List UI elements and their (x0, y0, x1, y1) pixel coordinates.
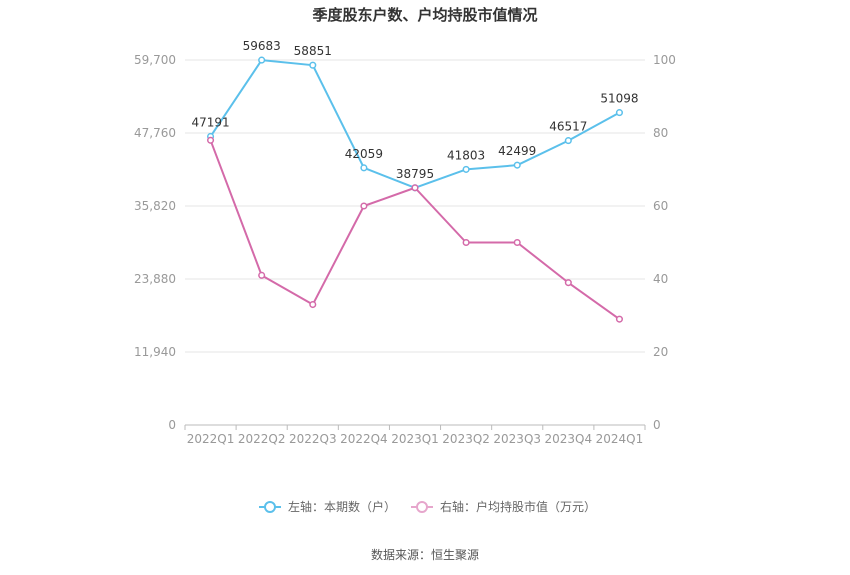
data-point-market-value (258, 271, 266, 279)
data-point-market-value (564, 279, 572, 287)
left-axis-tick-label: 35,820 (134, 199, 176, 213)
data-point-market-value (462, 238, 470, 247)
data-point-holders (615, 109, 623, 117)
data-label: 46517 (549, 120, 587, 134)
data-point-market-value (615, 315, 623, 323)
x-axis-tick-label: 2023Q4 (545, 432, 593, 446)
data-label: 51098 (600, 92, 638, 106)
data-point-market-value (360, 202, 368, 210)
x-axis-tick-label: 2023Q2 (442, 432, 490, 446)
legend-item-right[interactable]: 右轴：户均持股市值（万元） (410, 498, 596, 515)
data-point-holders (564, 137, 572, 145)
data-label: 47191 (191, 115, 229, 129)
right-axis-tick-label: 0 (653, 418, 661, 432)
legend-item-left[interactable]: 左轴：本期数（户） (258, 498, 396, 515)
data-point-holders (258, 56, 266, 64)
x-axis-tick-label: 2022Q2 (238, 432, 286, 446)
data-point-holders (462, 165, 470, 173)
left-axis-tick-label: 59,700 (134, 53, 176, 67)
x-axis-tick-label: 2024Q1 (596, 432, 644, 446)
data-label: 58851 (294, 44, 332, 58)
right-axis-tick-label: 80 (653, 126, 668, 140)
data-point-holders (309, 61, 317, 69)
data-point-holders (513, 161, 521, 169)
right-axis-tick-label: 100 (653, 53, 676, 67)
data-label: 59683 (243, 39, 281, 53)
x-axis-tick-label: 2023Q1 (391, 432, 439, 446)
legend-label-left: 左轴：本期数（户） (288, 500, 397, 514)
legend-label-right: 右轴：户均持股市值（万元） (440, 500, 597, 514)
x-axis-tick-label: 2023Q3 (493, 432, 541, 446)
right-axis-tick-label: 40 (653, 272, 668, 286)
data-point-market-value (411, 184, 419, 192)
data-point-market-value (309, 301, 317, 309)
data-label: 42059 (345, 147, 383, 161)
data-point-market-value (207, 136, 215, 144)
left-axis-tick-label: 47,760 (134, 126, 176, 140)
x-axis-tick-label: 2022Q1 (187, 432, 235, 446)
source-note: 数据来源：恒生聚源 (370, 548, 479, 562)
right-axis-tick-label: 20 (653, 345, 668, 359)
data-label: 42499 (498, 144, 536, 158)
data-label: 41803 (447, 148, 485, 162)
chart-title: 季度股东户数、户均持股市值情况 (312, 6, 538, 24)
left-axis-tick-label: 0 (168, 418, 176, 432)
data-point-market-value (513, 238, 521, 247)
data-point-holders (360, 164, 368, 172)
x-axis-tick-label: 2022Q4 (340, 432, 388, 446)
x-axis-tick-label: 2022Q3 (289, 432, 337, 446)
data-label: 38795 (396, 167, 434, 181)
legend-marker-right (411, 500, 433, 513)
legend-marker-left (259, 500, 281, 513)
left-axis-tick-label: 23,880 (134, 272, 176, 286)
right-axis-tick-label: 60 (653, 199, 668, 213)
left-axis-tick-label: 11,940 (134, 345, 176, 359)
